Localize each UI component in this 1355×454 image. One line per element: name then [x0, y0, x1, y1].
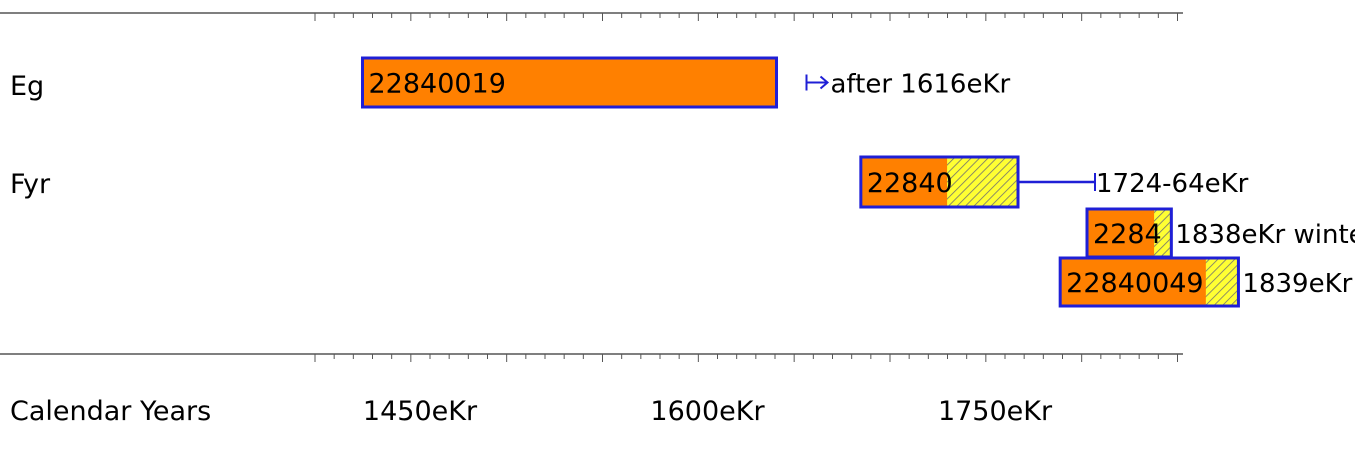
top-axis-ticks: [314, 13, 1179, 21]
sample-hatch: [947, 157, 1019, 207]
top-axis: [0, 12, 1183, 21]
sample-22840: 22840 1724-64eKr: [859, 155, 1249, 209]
sample-outline: [360, 56, 779, 109]
sample-hatch: [1154, 209, 1172, 257]
x-tick-label: 1450eKr: [363, 396, 478, 427]
sample-label: 22840: [867, 168, 953, 199]
sample-note: 1724-64eKr: [1096, 169, 1249, 199]
x-tick-label: 1600eKr: [650, 396, 765, 427]
bottom-axis-ticks: [314, 354, 1179, 362]
after-arrow-head: [819, 75, 830, 90]
sample-note: 1838eKr winter: [1175, 220, 1355, 250]
sample-outline: [1058, 256, 1240, 308]
x-axis-tick-labels: 1450eKr 1600eKr 1750eKr: [363, 396, 1053, 427]
sample-note: 1839eKr winter: [1242, 269, 1355, 299]
row-label-fyr: Fyr: [10, 169, 51, 200]
sample-label: 22840049: [1066, 268, 1203, 299]
sample-22840019: 22840019 after 1616eKr: [360, 56, 1011, 109]
bottom-axis: [0, 353, 1183, 362]
row-label-eg: Eg: [10, 71, 44, 102]
sample-bar: [362, 58, 777, 107]
x-axis-title: Calendar Years: [10, 396, 211, 427]
sample-hatch: [1205, 258, 1239, 306]
sample-label: 22840019: [368, 69, 505, 100]
sample-label: 2284: [1093, 219, 1162, 250]
sample-22840049: 22840049 1839eKr winter: [1058, 256, 1355, 308]
sample-2284: 2284 1838eKr winter: [1085, 207, 1355, 259]
x-tick-label: 1750eKr: [938, 396, 1053, 427]
sample-note: after 1616eKr: [831, 70, 1011, 100]
